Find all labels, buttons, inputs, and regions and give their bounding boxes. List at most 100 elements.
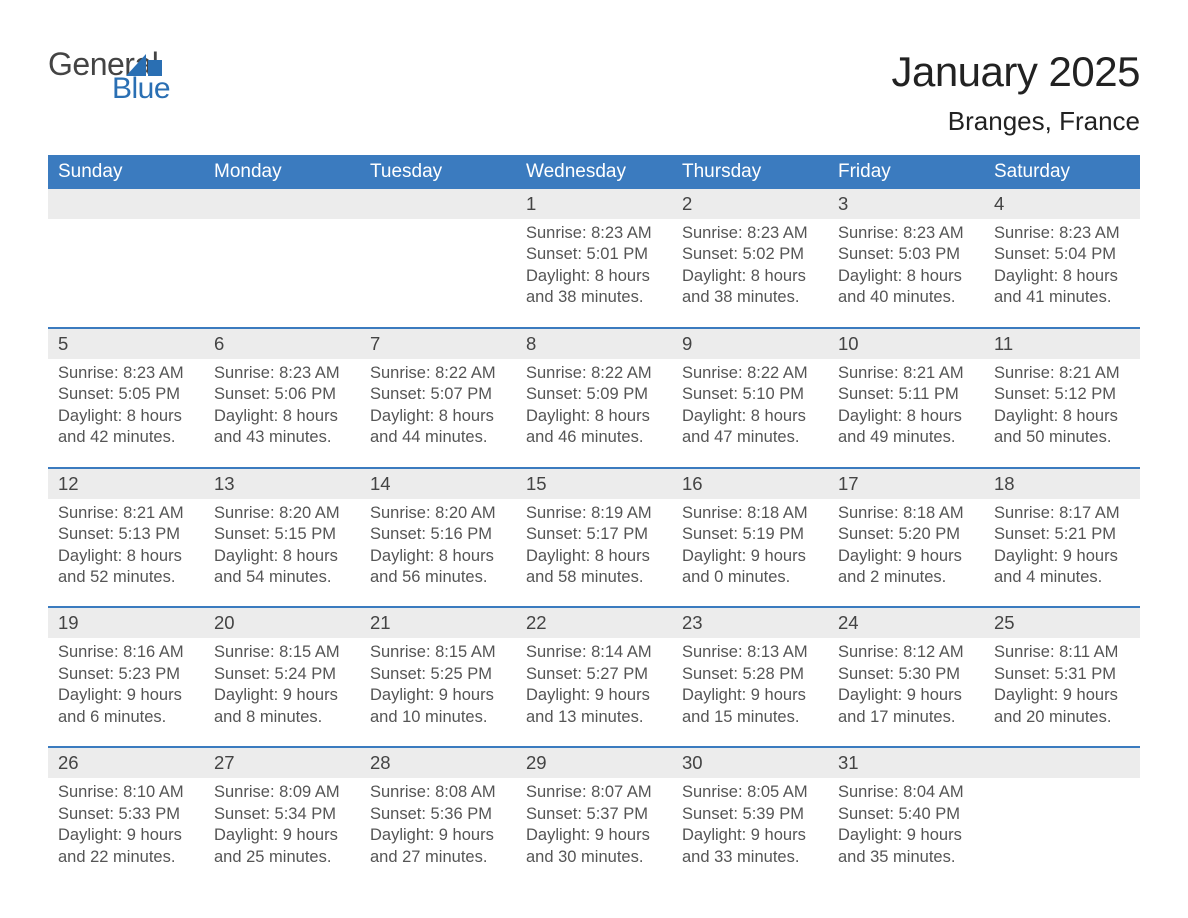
day-header: Monday — [204, 155, 360, 189]
day-detail: Sunrise: 8:07 AMSunset: 5:37 PMDaylight:… — [526, 782, 662, 868]
day-sunset: Sunset: 5:37 PM — [526, 804, 662, 825]
day-number: 21 — [360, 608, 516, 638]
day-daylight1: Daylight: 9 hours — [994, 685, 1130, 706]
calendar-cell: 31Sunrise: 8:04 AMSunset: 5:40 PMDayligh… — [828, 748, 984, 886]
calendar-cell: 15Sunrise: 8:19 AMSunset: 5:17 PMDayligh… — [516, 469, 672, 607]
day-number: 27 — [204, 748, 360, 778]
day-daylight2: and 0 minutes. — [682, 567, 818, 588]
day-sunset: Sunset: 5:23 PM — [58, 664, 194, 685]
day-detail: Sunrise: 8:23 AMSunset: 5:03 PMDaylight:… — [838, 223, 974, 309]
day-number — [48, 189, 204, 219]
day-detail: Sunrise: 8:04 AMSunset: 5:40 PMDaylight:… — [838, 782, 974, 868]
day-daylight1: Daylight: 8 hours — [58, 406, 194, 427]
day-sunrise: Sunrise: 8:16 AM — [58, 642, 194, 663]
day-sunset: Sunset: 5:34 PM — [214, 804, 350, 825]
day-detail: Sunrise: 8:21 AMSunset: 5:12 PMDaylight:… — [994, 363, 1130, 449]
day-daylight2: and 13 minutes. — [526, 707, 662, 728]
day-daylight2: and 38 minutes. — [682, 287, 818, 308]
day-sunrise: Sunrise: 8:22 AM — [526, 363, 662, 384]
day-daylight2: and 38 minutes. — [526, 287, 662, 308]
day-daylight1: Daylight: 8 hours — [58, 546, 194, 567]
day-sunrise: Sunrise: 8:15 AM — [370, 642, 506, 663]
calendar-cell: 1Sunrise: 8:23 AMSunset: 5:01 PMDaylight… — [516, 189, 672, 327]
day-detail: Sunrise: 8:20 AMSunset: 5:16 PMDaylight:… — [370, 503, 506, 589]
day-number: 22 — [516, 608, 672, 638]
calendar-cell: 14Sunrise: 8:20 AMSunset: 5:16 PMDayligh… — [360, 469, 516, 607]
day-sunrise: Sunrise: 8:23 AM — [838, 223, 974, 244]
day-header: Saturday — [984, 155, 1140, 189]
calendar-cell: 9Sunrise: 8:22 AMSunset: 5:10 PMDaylight… — [672, 329, 828, 467]
calendar-cell: 5Sunrise: 8:23 AMSunset: 5:05 PMDaylight… — [48, 329, 204, 467]
day-number: 1 — [516, 189, 672, 219]
day-daylight2: and 35 minutes. — [838, 847, 974, 868]
calendar-cell: 10Sunrise: 8:21 AMSunset: 5:11 PMDayligh… — [828, 329, 984, 467]
day-daylight2: and 25 minutes. — [214, 847, 350, 868]
calendar-cell: 8Sunrise: 8:22 AMSunset: 5:09 PMDaylight… — [516, 329, 672, 467]
calendar-cell: 24Sunrise: 8:12 AMSunset: 5:30 PMDayligh… — [828, 608, 984, 746]
calendar-cell — [984, 748, 1140, 886]
day-number: 12 — [48, 469, 204, 499]
day-daylight1: Daylight: 9 hours — [214, 685, 350, 706]
day-daylight2: and 27 minutes. — [370, 847, 506, 868]
day-header: Friday — [828, 155, 984, 189]
day-daylight1: Daylight: 8 hours — [838, 266, 974, 287]
day-detail: Sunrise: 8:12 AMSunset: 5:30 PMDaylight:… — [838, 642, 974, 728]
day-sunset: Sunset: 5:36 PM — [370, 804, 506, 825]
day-detail: Sunrise: 8:23 AMSunset: 5:06 PMDaylight:… — [214, 363, 350, 449]
day-daylight1: Daylight: 8 hours — [526, 266, 662, 287]
brand-word-2: Blue — [112, 74, 170, 104]
calendar-cell: 3Sunrise: 8:23 AMSunset: 5:03 PMDaylight… — [828, 189, 984, 327]
day-header: Thursday — [672, 155, 828, 189]
day-detail: Sunrise: 8:16 AMSunset: 5:23 PMDaylight:… — [58, 642, 194, 728]
day-header: Tuesday — [360, 155, 516, 189]
day-header: Wednesday — [516, 155, 672, 189]
day-sunrise: Sunrise: 8:13 AM — [682, 642, 818, 663]
day-daylight2: and 8 minutes. — [214, 707, 350, 728]
day-sunset: Sunset: 5:31 PM — [994, 664, 1130, 685]
day-detail: Sunrise: 8:05 AMSunset: 5:39 PMDaylight:… — [682, 782, 818, 868]
day-daylight2: and 44 minutes. — [370, 427, 506, 448]
day-sunrise: Sunrise: 8:20 AM — [370, 503, 506, 524]
day-daylight1: Daylight: 8 hours — [526, 546, 662, 567]
day-sunrise: Sunrise: 8:21 AM — [58, 503, 194, 524]
day-detail: Sunrise: 8:22 AMSunset: 5:07 PMDaylight:… — [370, 363, 506, 449]
calendar-cell: 27Sunrise: 8:09 AMSunset: 5:34 PMDayligh… — [204, 748, 360, 886]
day-daylight1: Daylight: 9 hours — [994, 546, 1130, 567]
day-daylight1: Daylight: 8 hours — [994, 406, 1130, 427]
day-daylight2: and 15 minutes. — [682, 707, 818, 728]
day-daylight1: Daylight: 9 hours — [370, 825, 506, 846]
day-daylight2: and 33 minutes. — [682, 847, 818, 868]
day-header: Sunday — [48, 155, 204, 189]
day-detail: Sunrise: 8:15 AMSunset: 5:24 PMDaylight:… — [214, 642, 350, 728]
day-sunrise: Sunrise: 8:19 AM — [526, 503, 662, 524]
day-detail: Sunrise: 8:21 AMSunset: 5:13 PMDaylight:… — [58, 503, 194, 589]
day-daylight2: and 20 minutes. — [994, 707, 1130, 728]
calendar-cell: 23Sunrise: 8:13 AMSunset: 5:28 PMDayligh… — [672, 608, 828, 746]
day-daylight1: Daylight: 8 hours — [214, 546, 350, 567]
day-daylight2: and 2 minutes. — [838, 567, 974, 588]
day-sunset: Sunset: 5:03 PM — [838, 244, 974, 265]
day-daylight1: Daylight: 9 hours — [838, 685, 974, 706]
day-sunrise: Sunrise: 8:05 AM — [682, 782, 818, 803]
day-number: 28 — [360, 748, 516, 778]
day-daylight2: and 58 minutes. — [526, 567, 662, 588]
day-number: 6 — [204, 329, 360, 359]
calendar-cell: 26Sunrise: 8:10 AMSunset: 5:33 PMDayligh… — [48, 748, 204, 886]
day-number: 26 — [48, 748, 204, 778]
day-sunrise: Sunrise: 8:23 AM — [58, 363, 194, 384]
day-detail: Sunrise: 8:19 AMSunset: 5:17 PMDaylight:… — [526, 503, 662, 589]
brand-mark-icon — [126, 54, 164, 78]
day-daylight1: Daylight: 8 hours — [682, 406, 818, 427]
day-sunset: Sunset: 5:16 PM — [370, 524, 506, 545]
day-detail: Sunrise: 8:23 AMSunset: 5:05 PMDaylight:… — [58, 363, 194, 449]
day-detail: Sunrise: 8:18 AMSunset: 5:20 PMDaylight:… — [838, 503, 974, 589]
day-detail: Sunrise: 8:20 AMSunset: 5:15 PMDaylight:… — [214, 503, 350, 589]
day-detail: Sunrise: 8:22 AMSunset: 5:09 PMDaylight:… — [526, 363, 662, 449]
calendar-cell: 19Sunrise: 8:16 AMSunset: 5:23 PMDayligh… — [48, 608, 204, 746]
calendar-week-row: 1Sunrise: 8:23 AMSunset: 5:01 PMDaylight… — [48, 189, 1140, 327]
calendar-cell: 18Sunrise: 8:17 AMSunset: 5:21 PMDayligh… — [984, 469, 1140, 607]
day-sunrise: Sunrise: 8:15 AM — [214, 642, 350, 663]
day-detail: Sunrise: 8:11 AMSunset: 5:31 PMDaylight:… — [994, 642, 1130, 728]
day-daylight2: and 17 minutes. — [838, 707, 974, 728]
day-sunrise: Sunrise: 8:11 AM — [994, 642, 1130, 663]
